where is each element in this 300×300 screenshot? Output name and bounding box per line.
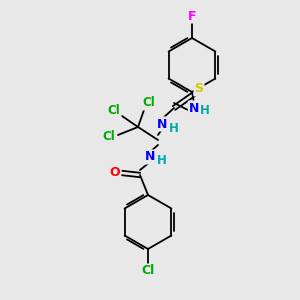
Text: N: N (189, 101, 199, 115)
Text: Cl: Cl (141, 265, 154, 278)
Text: N: N (157, 118, 167, 130)
Text: Cl: Cl (108, 104, 120, 118)
Text: Cl: Cl (103, 130, 116, 143)
Text: N: N (145, 151, 155, 164)
Text: H: H (169, 122, 179, 134)
Text: O: O (110, 167, 120, 179)
Text: H: H (200, 104, 210, 118)
Text: H: H (157, 154, 167, 167)
Text: S: S (194, 82, 203, 95)
Text: F: F (188, 10, 196, 22)
Text: Cl: Cl (142, 97, 155, 110)
